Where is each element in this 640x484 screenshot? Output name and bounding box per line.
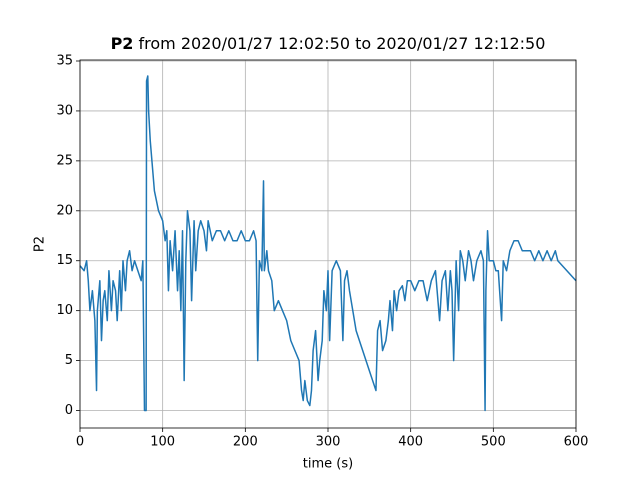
y-tick-label: 15: [56, 253, 73, 268]
y-tick-label: 0: [65, 403, 73, 418]
y-axis-label: P2: [33, 236, 48, 252]
y-tick-label: 20: [56, 203, 73, 218]
x-tick-label: 300: [316, 435, 341, 450]
y-tick-label: 5: [65, 353, 73, 368]
plot-frame: [79, 59, 577, 429]
x-tick-label: 600: [564, 435, 589, 450]
x-axis-label: time (s): [303, 457, 353, 472]
x-tick-label: 200: [233, 435, 258, 450]
x-tick-label: 100: [150, 435, 175, 450]
y-tick-label: 35: [56, 53, 73, 68]
title-rest: from 2020/01/27 12:02:50 to 2020/01/27 1…: [139, 34, 546, 53]
x-tick-label: 0: [76, 435, 84, 450]
y-tick-label: 25: [56, 153, 73, 168]
chart-title: P2 from 2020/01/27 12:02:50 to 2020/01/2…: [111, 34, 546, 53]
x-tick-label: 400: [398, 435, 423, 450]
y-tick-label: 30: [56, 103, 73, 118]
title-bold: P2: [111, 34, 134, 53]
y-tick-label: 10: [56, 303, 73, 318]
x-tick-label: 500: [481, 435, 506, 450]
data-line: [79, 75, 577, 412]
